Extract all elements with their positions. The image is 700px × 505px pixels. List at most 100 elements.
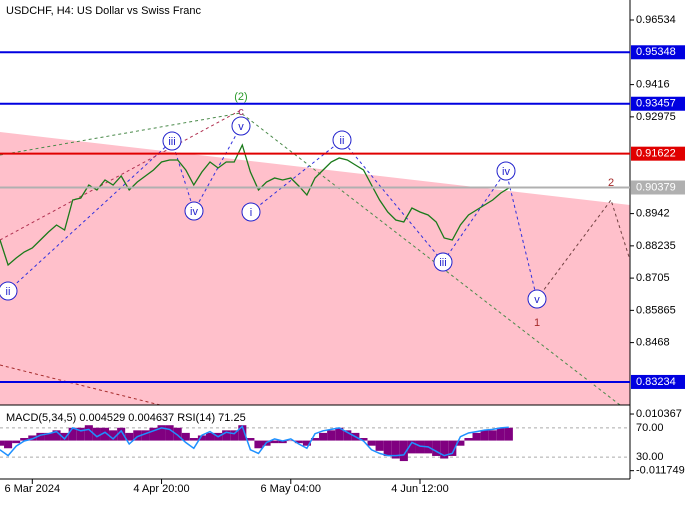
macd-bar [246,438,255,441]
macd-bar [133,430,142,441]
level-label: 0.95348 [636,46,676,58]
wave-label: iii [168,136,175,148]
macd-tick-label: -0.011749 [636,465,685,477]
macd-bar [383,440,392,456]
macd-bar [68,427,77,441]
wave-label: 1 [534,317,540,329]
macd-bar [76,427,85,441]
macd-bar [165,425,174,441]
macd-bar [367,440,376,446]
macd-bar [181,432,190,441]
price-line [0,143,510,267]
y-tick-label: 0.8942 [636,208,670,220]
macd-bar [286,440,295,442]
macd-bar [189,438,198,441]
y-tick-label: 0.8705 [636,272,670,284]
wave-circle [332,130,352,150]
macd-bar [230,430,239,441]
macd-bar [238,425,247,441]
wave-label: v [534,294,540,306]
level-label: 0.90379 [636,181,676,193]
wave-label: v [238,121,244,133]
x-tick-label: 6 Mar 2024 [4,483,60,495]
macd-bar [28,435,37,441]
wave-label: iv [190,206,198,218]
macd-bar [399,440,408,462]
wave-circle [231,116,251,136]
macd-bar [327,430,336,441]
macd-bar [448,440,457,456]
wave-circle [184,201,204,221]
y-tick-label: 0.8468 [636,337,670,349]
level-label: 0.83234 [636,376,676,388]
macd-bar [157,425,166,441]
macd-bar [109,430,118,441]
wave-line [0,109,242,241]
macd-bar [294,440,303,444]
level-box [631,180,685,195]
macd-bar [0,440,5,446]
macd-bar [125,432,134,441]
macd-bar [117,427,126,441]
macd-bar [20,438,29,441]
y-tick-label: 0.96534 [636,14,676,26]
wave-label: (2) [234,91,247,103]
macd-bar [375,440,384,451]
wave-circle [527,289,547,309]
macd-bar [310,438,320,441]
level-label: 0.91622 [636,148,676,160]
wave-circle [0,281,18,301]
macd-bar [488,430,497,441]
y-tick-label: 0.88235 [636,240,676,252]
channel-area [0,132,630,405]
wave-label: iv [502,166,510,178]
macd-bar [100,427,110,441]
macd-bar [92,427,101,441]
y-tick-label: 0.92975 [636,111,676,123]
macd-bar [12,440,21,444]
wave-label: i [250,207,252,219]
macd-bar [472,432,481,441]
x-tick-label: 6 May 04:00 [260,483,321,495]
macd-bar [359,438,368,441]
macd-bar [302,440,311,446]
level-label: 0.93457 [636,98,676,110]
wave-circle [162,131,182,151]
wave-line [7,125,242,292]
wave-label: iii [439,257,446,269]
macd-bar [464,438,473,441]
macd-bar [44,432,53,441]
macd-bar [480,430,489,441]
macd-bar [173,427,182,441]
macd-bar [205,432,215,441]
y-tick-label: 0.9416 [636,79,670,91]
macd-bar [415,440,425,454]
macd-bar [52,430,61,441]
macd-bar [432,440,441,456]
macd-bar [456,440,465,446]
x-tick-label: 4 Jun 12:00 [391,483,449,495]
macd-bar [141,430,150,441]
macd-bar [270,440,279,444]
wave-label: 2 [608,177,614,189]
y-tick-label: 0.85865 [636,304,676,316]
macd-bar [84,425,93,441]
macd-bar [60,432,69,441]
macd-bar [504,427,513,441]
macd-bar [391,440,400,459]
macd-bar [440,440,449,459]
wave-circle [241,202,261,222]
rsi-tick-label: 70.00 [636,422,664,434]
indicator-title: MACD(5,34,5) 0.004529 0.004637 RSI(14) 7… [6,412,246,424]
macd-tick-label: 0.010367 [636,408,682,420]
macd-bar [496,427,505,441]
macd-bar [319,432,328,441]
macd-bar [36,432,45,441]
wave-circle [496,161,516,181]
rsi-line [0,425,509,457]
macd-bar [149,427,158,441]
x-tick-label: 4 Apr 20:00 [133,483,189,495]
macd-bar [4,440,13,449]
macd-bar [254,440,263,449]
